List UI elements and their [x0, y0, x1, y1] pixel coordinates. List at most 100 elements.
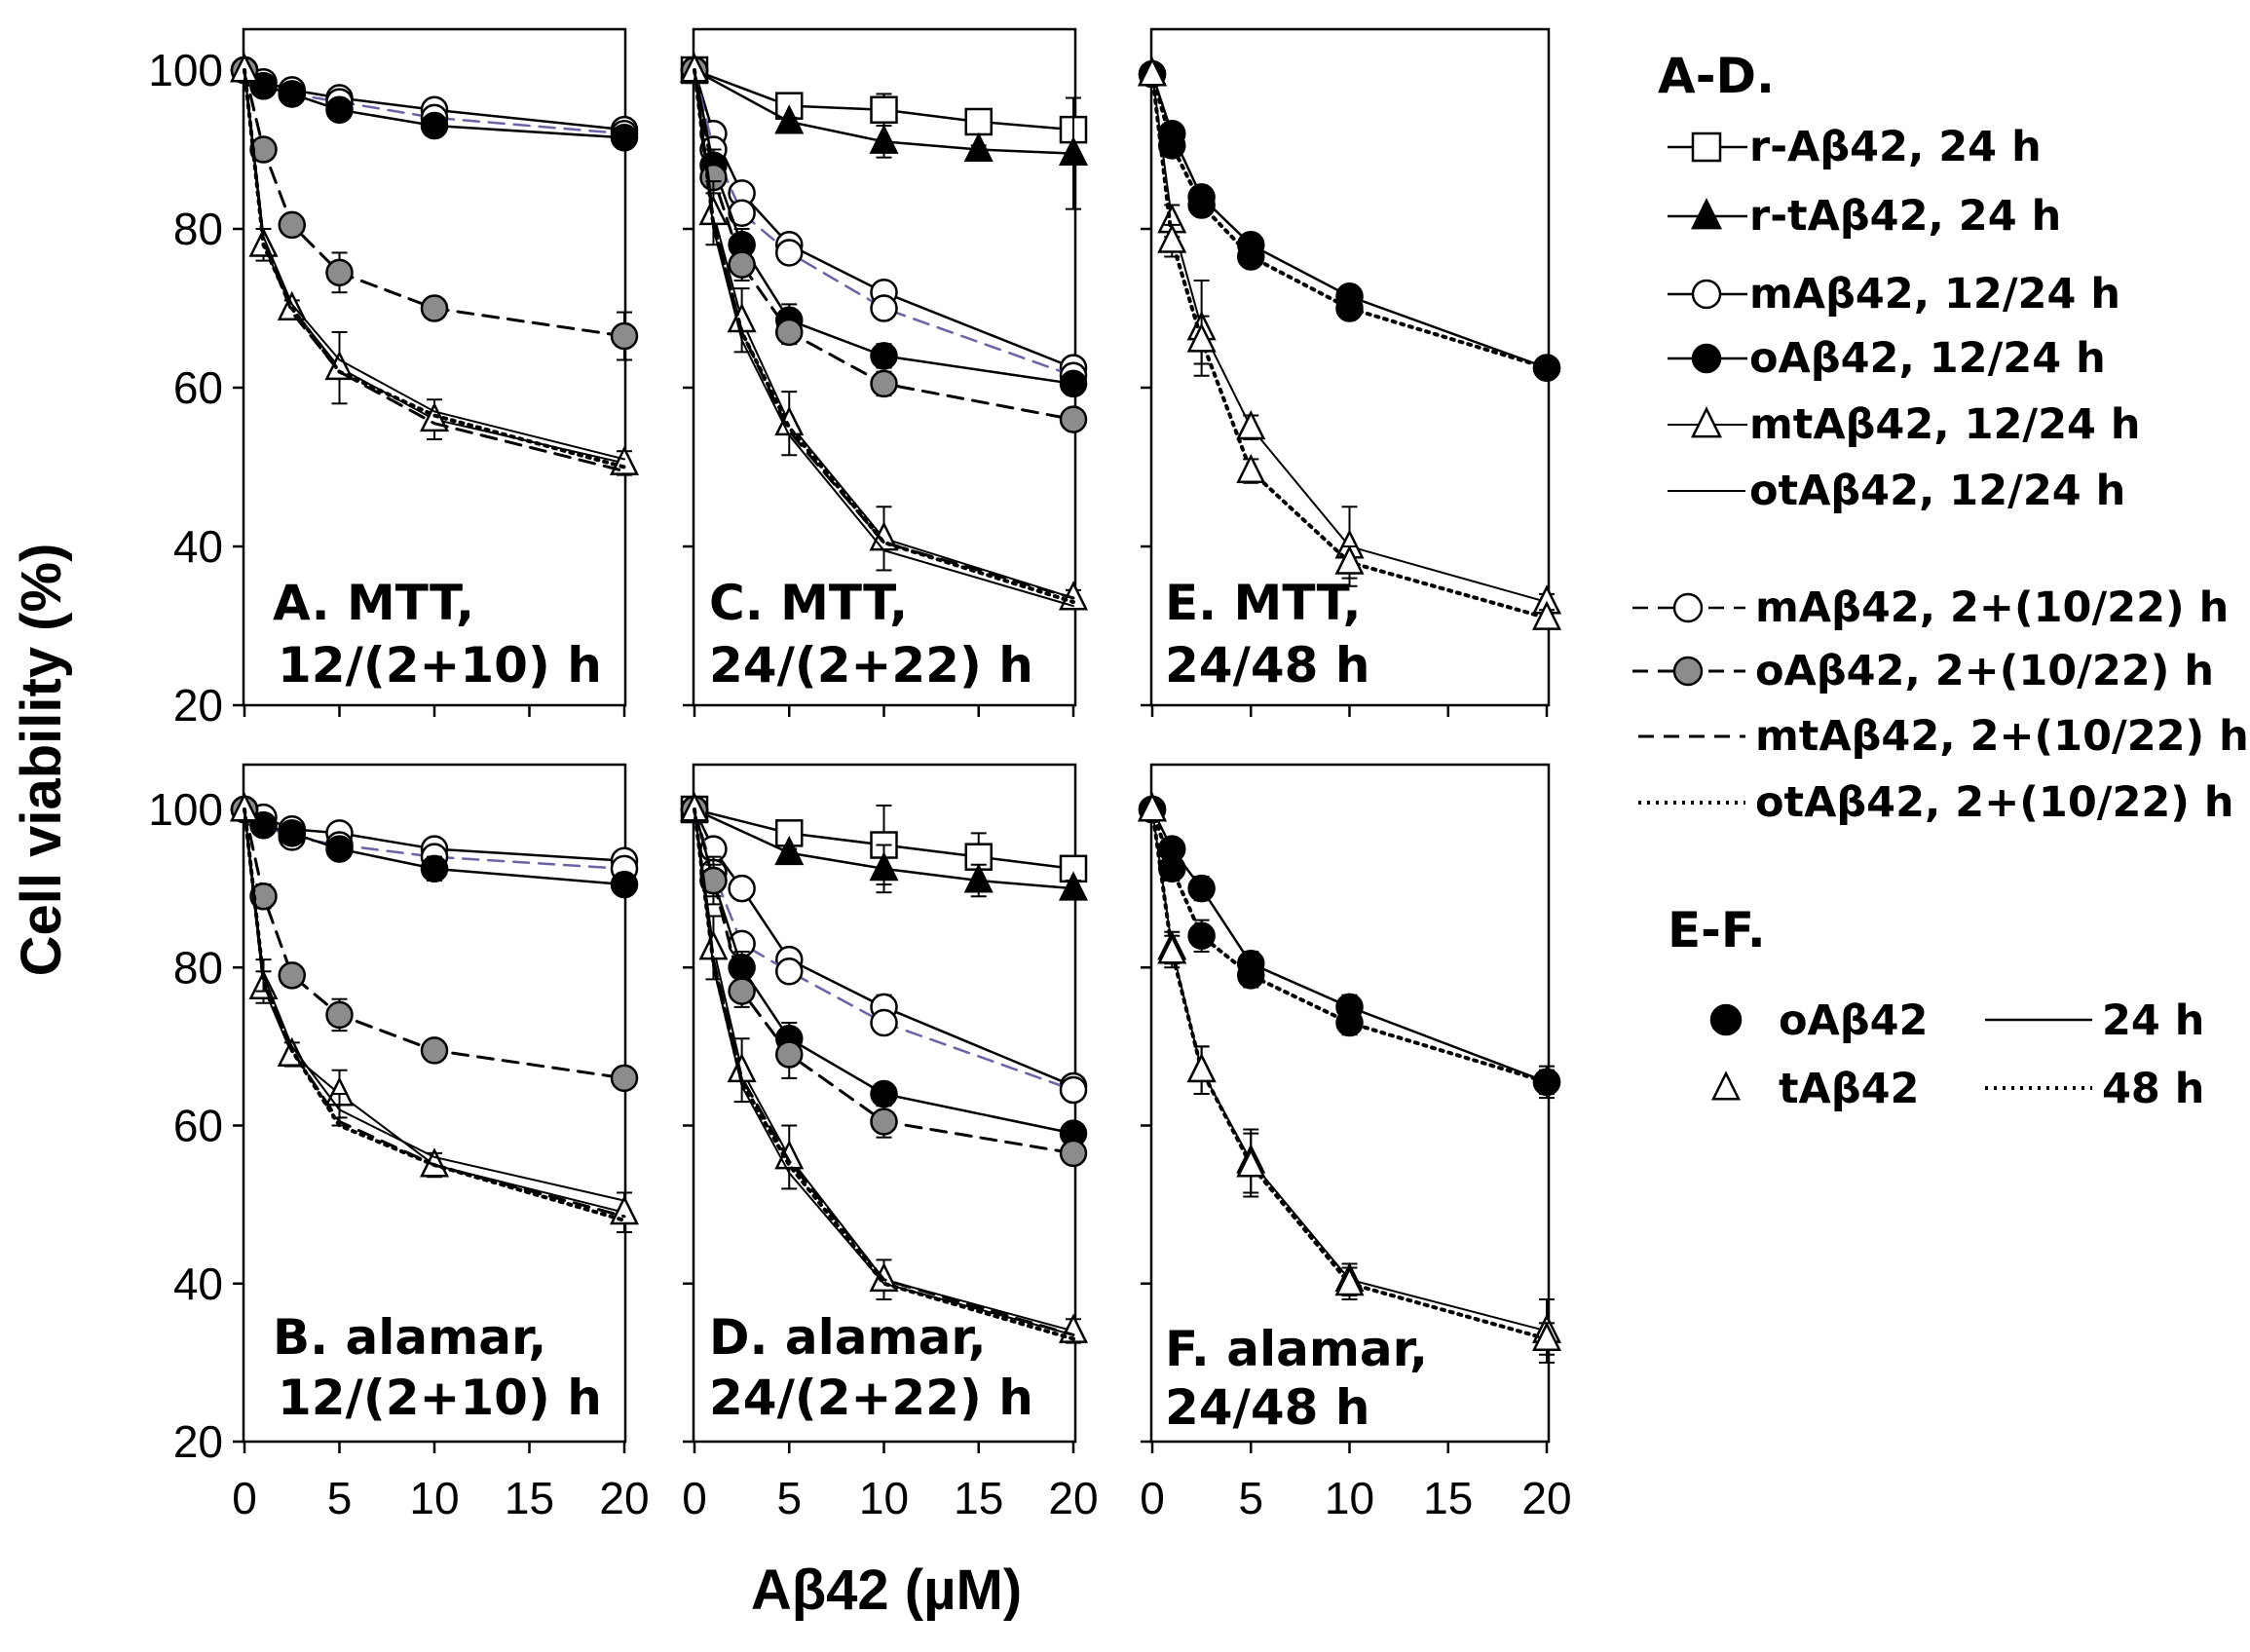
series-line-c-m2	[693, 68, 1075, 378]
x-tick-label-d-20: 20	[1048, 1473, 1098, 1523]
legend-item-o: oAβ42, 12/24 h	[1668, 334, 2106, 383]
panel-e-label-line2: 24/48 h	[1165, 637, 1369, 694]
legend-label-m: mAβ42, 12/24 h	[1749, 270, 2120, 319]
y-tick-label-a-60: 60	[173, 362, 223, 413]
x-tick-label-b-10: 10	[409, 1473, 459, 1523]
data-point-a-mt-5	[609, 445, 640, 475]
panel-c-label-line1: C. MTT,	[709, 575, 908, 631]
legend-label-rtA: r-tAβ42, 24 h	[1749, 192, 2061, 241]
legend-item-l24: 24 h	[1985, 996, 2204, 1045]
panel-f: F. alamar, 24/48 h	[1149, 763, 1551, 1444]
data-point-e-oef48-4	[1335, 294, 1364, 322]
legend-marker-oef	[1709, 1003, 1743, 1036]
data-point-a-o2-1	[249, 135, 278, 164]
data-point-b-o-3	[325, 835, 354, 863]
data-point-d-m2-3	[775, 957, 804, 986]
y-axis-title: Cell viability (%)	[10, 544, 73, 977]
x-tick-label-f-15: 15	[1423, 1473, 1473, 1523]
panel-a-label-line2: 12/(2+10) h	[278, 637, 602, 694]
series-line-b-ot2	[243, 807, 626, 1222]
data-point-d-m2-4	[870, 1008, 898, 1037]
data-point-f-tef48-4	[1334, 1265, 1365, 1296]
data-point-c-o2-5	[1059, 405, 1088, 433]
legend-label-ot: otAβ42, 12/24 h	[1749, 467, 2125, 515]
data-point-e-oef48-5	[1532, 354, 1561, 382]
legend-item-m: mAβ42, 12/24 h	[1668, 270, 2120, 319]
series-line-a-m2	[243, 68, 626, 135]
data-point-f-oef48-5	[1532, 1068, 1561, 1097]
data-point-a-o2-2	[278, 210, 306, 240]
x-axis-title: Aβ42 (µM)	[751, 1558, 1022, 1622]
panel-a-label-line1: A. MTT,	[273, 575, 474, 631]
legend-label-mt2: mtAβ42, 2+(10/22) h	[1755, 712, 2249, 761]
data-point-d-rtA-3	[963, 863, 994, 893]
series-line-a-o2	[243, 68, 626, 338]
series-line-c-ot2	[693, 68, 1075, 605]
data-point-b-o2-3	[325, 1000, 354, 1030]
data-point-c-o-4	[870, 342, 898, 370]
data-point-d-m2-5	[1059, 1075, 1088, 1105]
panel-d-label-line1: D. alamar,	[709, 1309, 987, 1366]
series-line-a-ot2	[243, 68, 626, 469]
series-c-o2	[680, 56, 1088, 433]
data-point-d-o2-5	[1059, 1139, 1088, 1168]
data-point-b-o2-1	[249, 882, 278, 911]
legend-item-l48: 48 h	[1985, 1065, 2204, 1113]
data-point-e-tef24-3	[1236, 409, 1266, 440]
legend-label-oef: oAβ42	[1779, 996, 1928, 1045]
data-point-e-tef48-2	[1186, 322, 1217, 353]
data-point-e-tef48-0	[1137, 56, 1168, 87]
legend-item-tef: tAβ42	[1710, 1065, 1919, 1113]
legend-ad-items: r-Aβ42, 24 h r-tAβ42, 24 h mAβ42, 12/24 h o…	[1632, 123, 2249, 827]
data-point-c-o2-2	[728, 250, 756, 279]
legend-item-rA: r-Aβ42, 24 h	[1668, 123, 2042, 171]
legend-item-m2: mAβ42, 2+(10/22) h	[1632, 583, 2229, 632]
y-tick-label-b-60: 60	[173, 1101, 223, 1151]
legend-label-tef: tAβ42	[1779, 1065, 1919, 1113]
x-tick-label-d-15: 15	[954, 1473, 1003, 1523]
data-point-f-tef48-1	[1157, 934, 1187, 964]
data-point-c-rtA-1	[774, 104, 805, 134]
data-point-a-o-5	[610, 124, 639, 152]
data-point-d-rtA-4	[1058, 871, 1089, 901]
panel-f-series	[1137, 792, 1562, 1364]
panel-d-series	[679, 792, 1089, 1344]
legend-label-ot2: otAβ42, 2+(10/22) h	[1755, 778, 2234, 827]
data-point-a-o2-5	[610, 321, 639, 351]
x-tick-label-f-10: 10	[1325, 1473, 1374, 1523]
data-point-c-rA-2	[870, 95, 898, 124]
x-tick-label-f-0: 0	[1140, 1473, 1165, 1523]
series-a-ot2	[243, 68, 626, 469]
legend-item-ot: otAβ42, 12/24 h	[1668, 467, 2125, 515]
y-tick-label-a-100: 100	[148, 45, 223, 95]
legend-marker-m2	[1672, 592, 1704, 623]
legend-item-mt2: mtAβ42, 2+(10/22) h	[1638, 712, 2249, 761]
data-point-d-o2-1	[699, 866, 728, 895]
series-line-b-o2	[243, 807, 626, 1080]
y-tick-label-a-20: 20	[173, 680, 223, 731]
data-point-f-tef48-0	[1137, 792, 1168, 822]
legend-ef-items: oAβ42 tAβ42 24 h 48 h	[1709, 996, 2204, 1113]
legend-marker-tef	[1710, 1070, 1742, 1101]
data-point-f-oef48-4	[1335, 1008, 1364, 1037]
legend-item-oef: oAβ42	[1709, 996, 1928, 1045]
panel-b-label-line2: 12/(2+10) h	[278, 1370, 602, 1426]
series-c-ot2	[693, 68, 1075, 605]
legend-label-o2: oAβ42, 2+(10/22) h	[1755, 647, 2214, 695]
legend-label-mt: mtAβ42, 12/24 h	[1749, 400, 2141, 449]
data-point-f-oef24-2	[1187, 874, 1216, 903]
series-line-f-tef48	[1150, 807, 1549, 1341]
series-e-tef48	[1137, 56, 1562, 630]
data-point-f-tef48-2	[1186, 1052, 1217, 1083]
data-point-d-m-2	[728, 874, 756, 903]
x-tick-label-d-10: 10	[859, 1473, 909, 1523]
legend-label-l48: 48 h	[2102, 1065, 2204, 1113]
panel-e-series	[1137, 56, 1562, 630]
data-point-b-o2-2	[278, 961, 306, 990]
y-tick-label-a-40: 40	[173, 521, 223, 572]
data-point-d-rtA-1	[774, 835, 805, 866]
panel-a: A. MTT, 12/(2+10) h	[242, 27, 627, 707]
data-point-d-rtA-2	[869, 851, 899, 882]
series-line-c-o2	[693, 68, 1075, 422]
